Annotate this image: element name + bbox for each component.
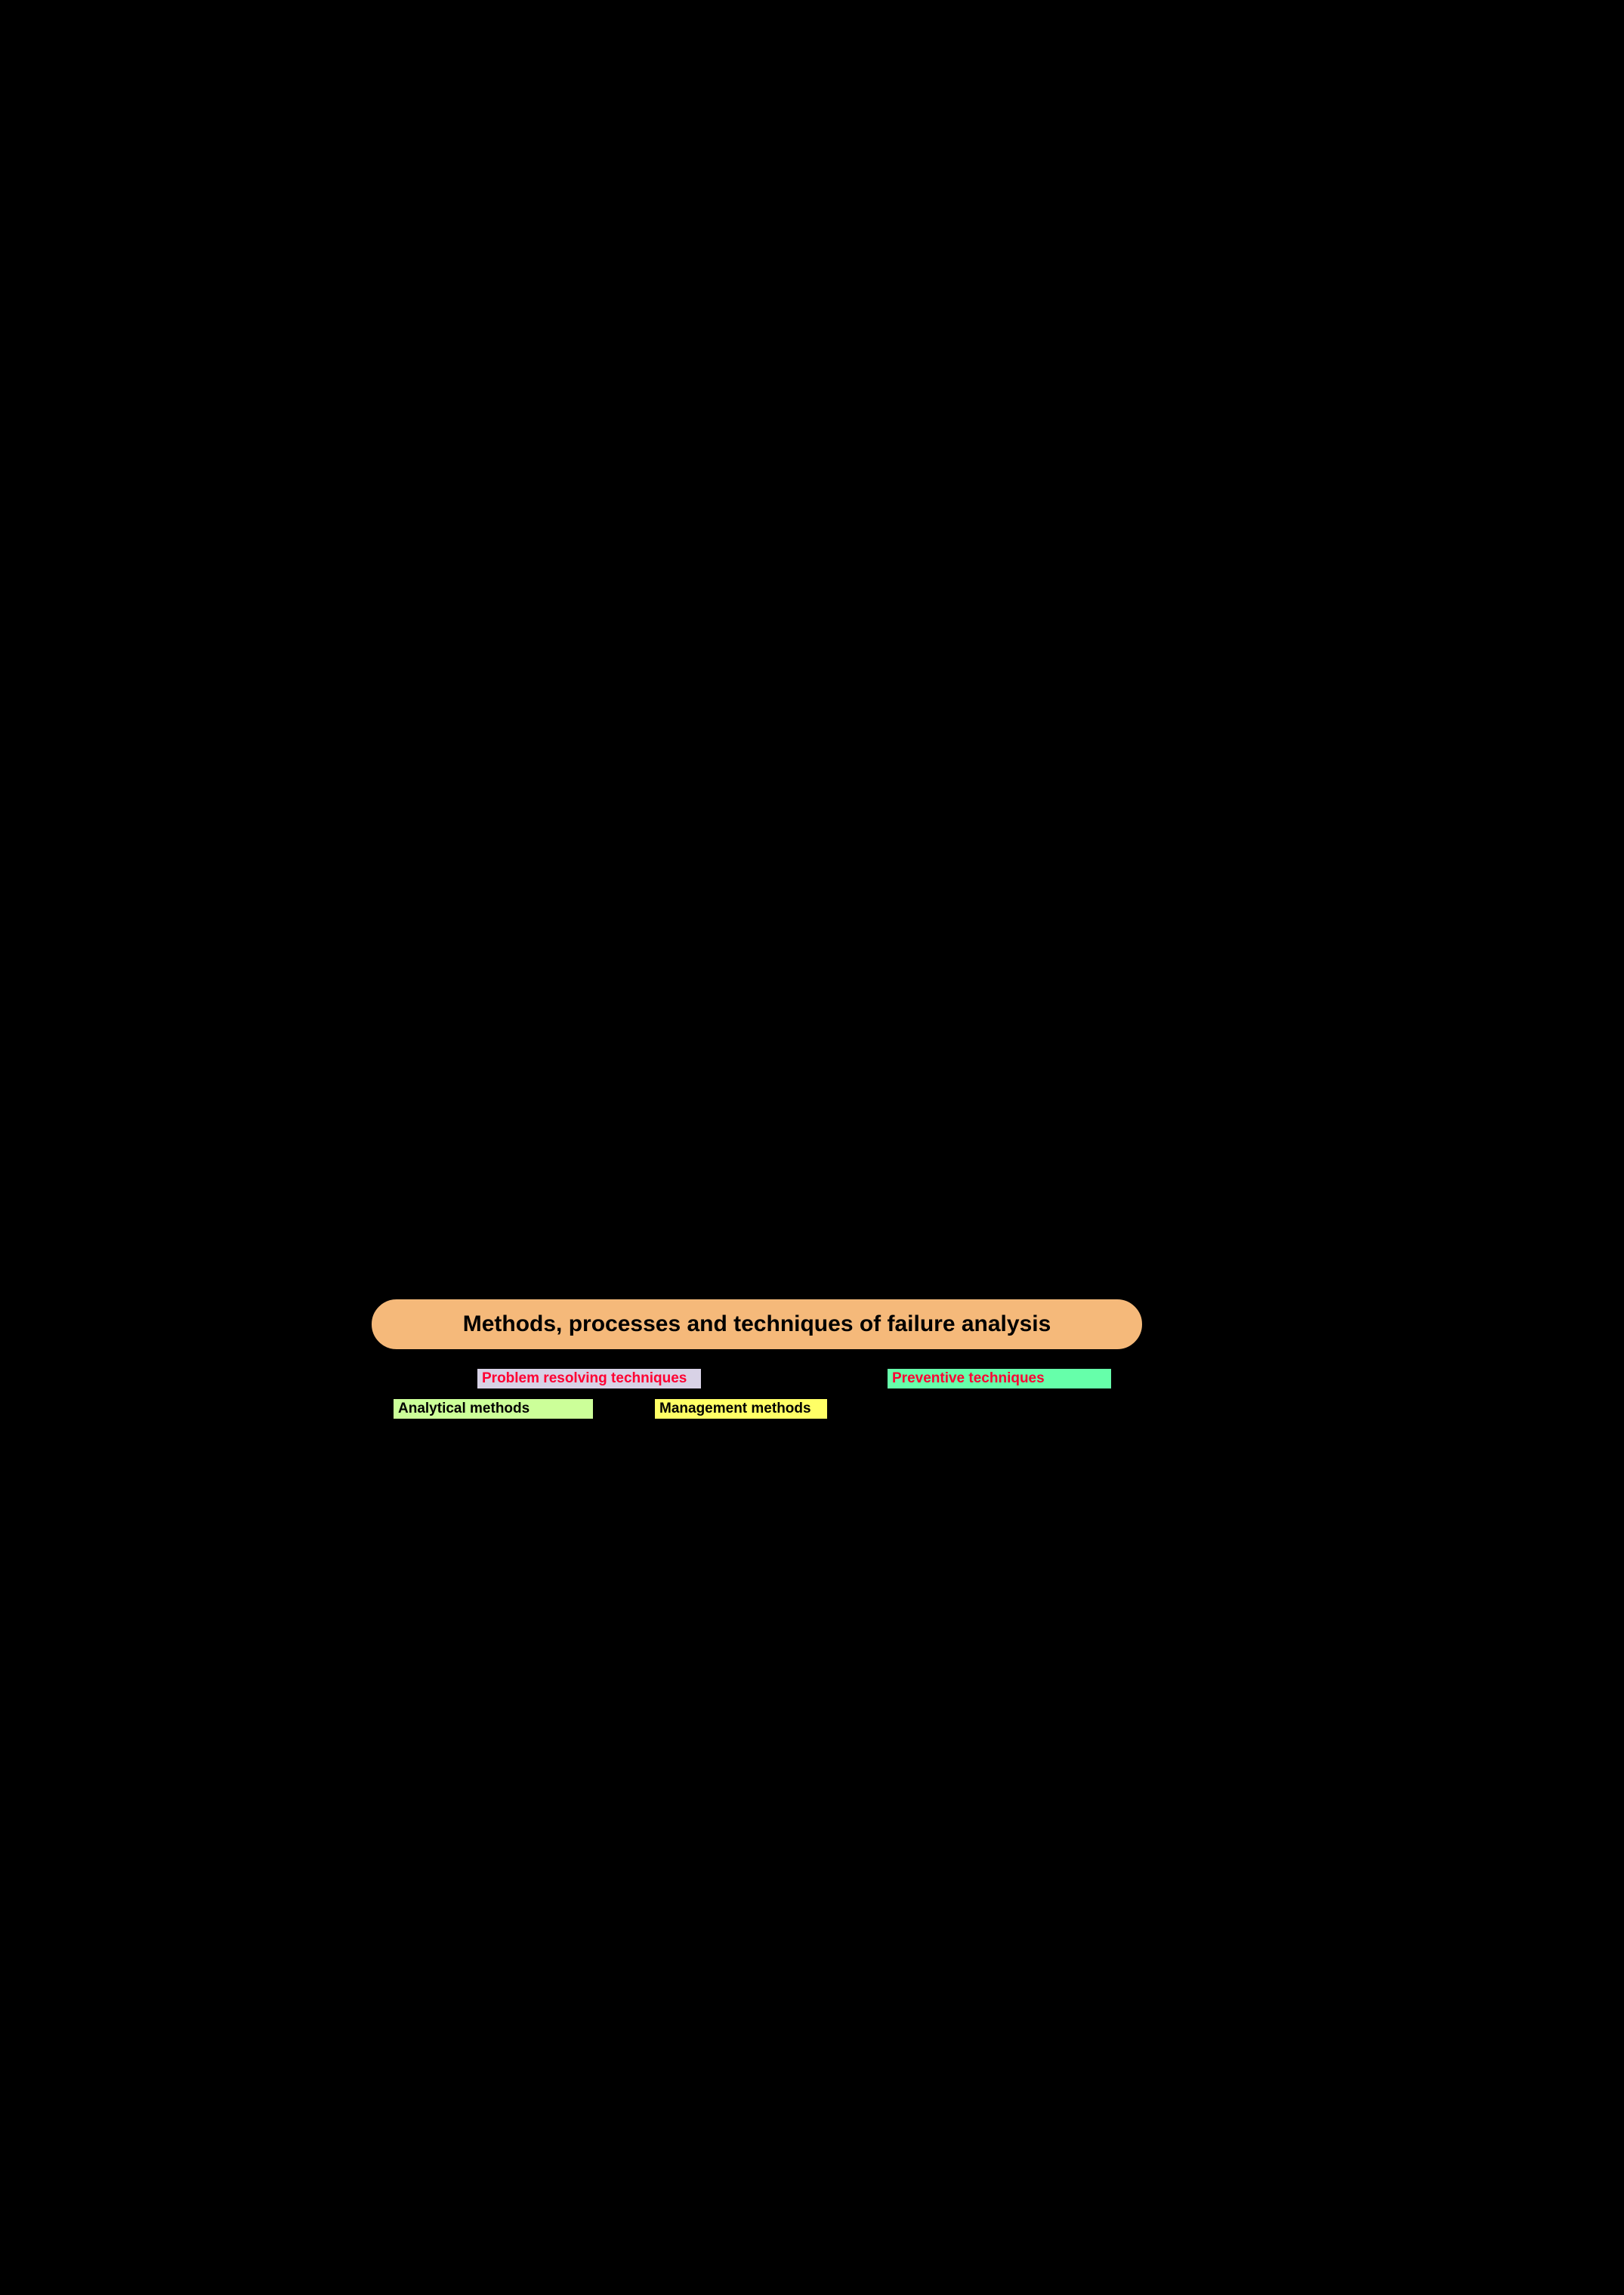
- node-preventive: Preventive techniques: [886, 1367, 1113, 1390]
- node-label: Management methods: [659, 1401, 811, 1417]
- node-analytical: Analytical methods: [392, 1398, 594, 1420]
- diagram-title: Methods, processes and techniques of fai…: [370, 1298, 1144, 1351]
- diagram-canvas: Methods, processes and techniques of fai…: [0, 0, 1624, 2295]
- diagram-title-text: Methods, processes and techniques of fai…: [463, 1311, 1051, 1337]
- node-label: Preventive techniques: [892, 1370, 1045, 1387]
- node-management: Management methods: [653, 1398, 829, 1420]
- node-problem-resolving: Problem resolving techniques: [476, 1367, 702, 1390]
- node-label: Analytical methods: [398, 1401, 529, 1417]
- node-label: Problem resolving techniques: [482, 1370, 687, 1387]
